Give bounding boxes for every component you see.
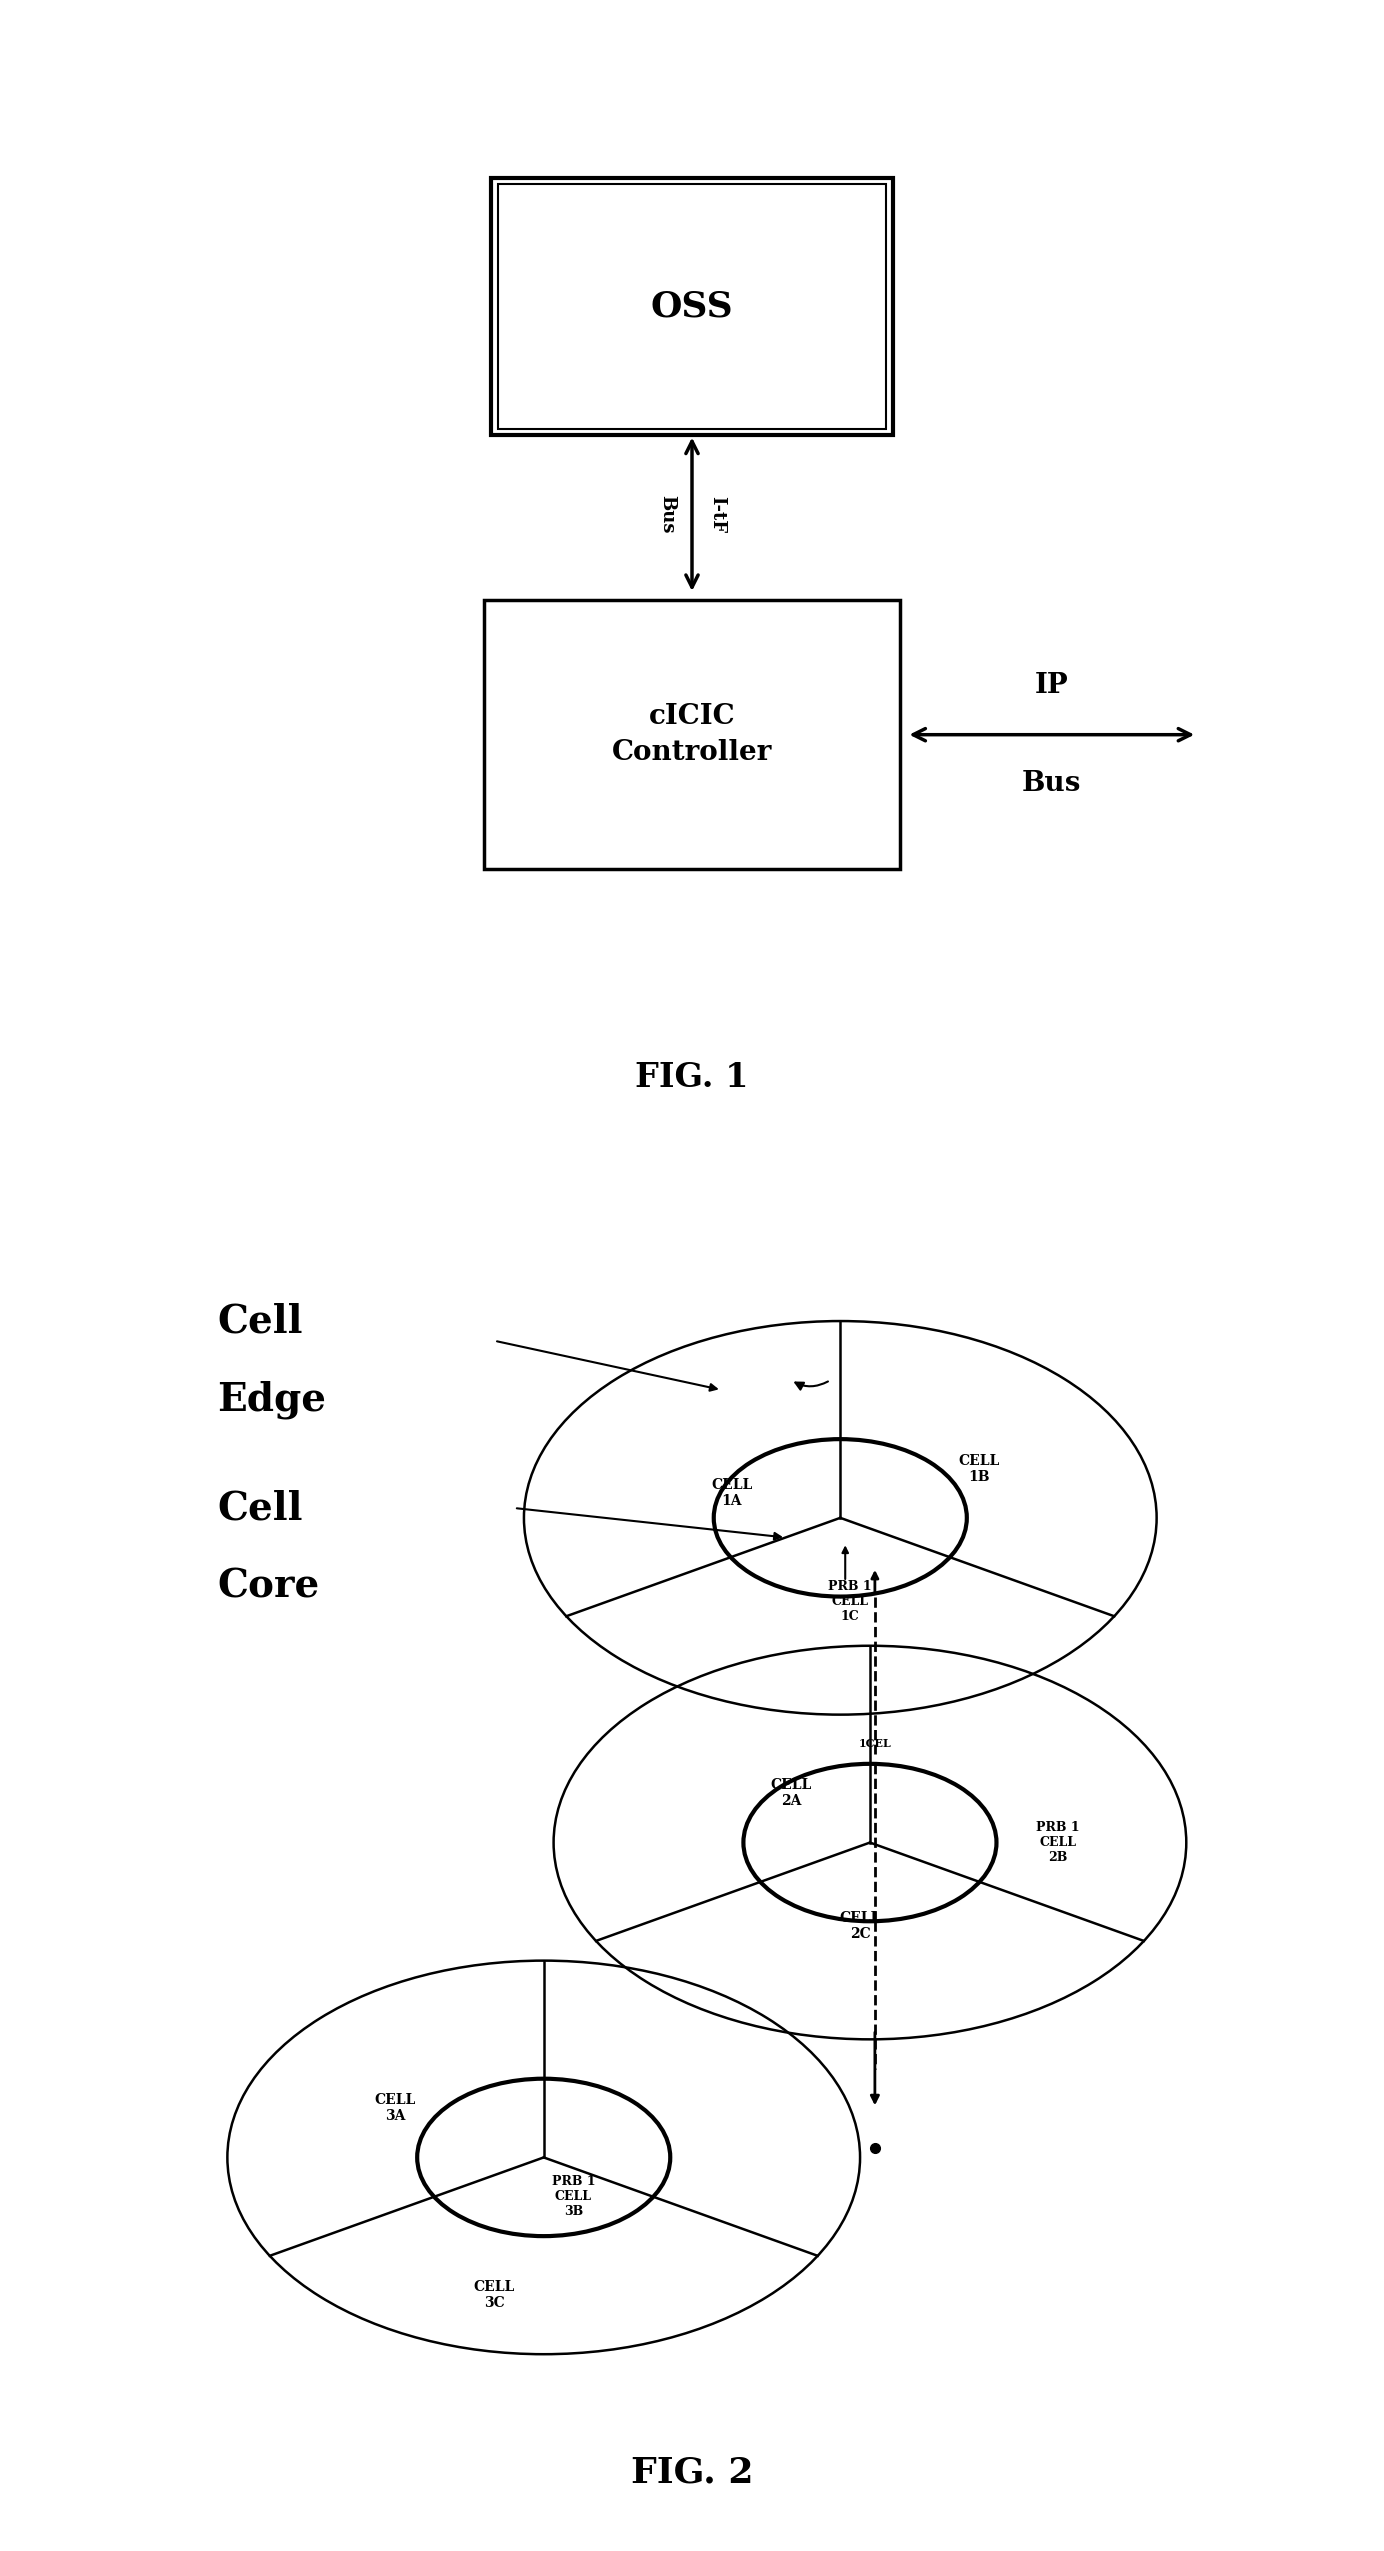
Text: IP: IP: [1035, 673, 1068, 699]
Text: cICIC
Controller: cICIC Controller: [612, 704, 772, 765]
Text: 1CEL: 1CEL: [858, 1737, 891, 1750]
Text: PRB 1
CELL
3B: PRB 1 CELL 3B: [552, 2176, 595, 2219]
Text: CELL
2A: CELL 2A: [771, 1778, 811, 1809]
Text: CELL
1A: CELL 1A: [711, 1477, 752, 1508]
Text: I-tF: I-tF: [707, 495, 727, 533]
Text: Cell: Cell: [217, 1301, 303, 1339]
Text: PRB 1
CELL
1C: PRB 1 CELL 1C: [829, 1579, 872, 1622]
Text: PRB 1
CELL
2B: PRB 1 CELL 2B: [1037, 1821, 1080, 1865]
Bar: [484, 599, 900, 870]
Text: CELL
1B: CELL 1B: [958, 1454, 999, 1485]
Bar: [498, 184, 886, 429]
Text: Bus: Bus: [1023, 770, 1081, 796]
Text: CELL
2C: CELL 2C: [840, 1911, 880, 1941]
Text: Edge: Edge: [217, 1380, 327, 1418]
Bar: [491, 179, 893, 434]
Text: CELL
3A: CELL 3A: [375, 2094, 417, 2122]
Text: Core: Core: [217, 1569, 320, 1605]
Text: OSS: OSS: [650, 288, 734, 324]
Text: CELL
3C: CELL 3C: [473, 2281, 515, 2311]
Text: Cell: Cell: [217, 1490, 303, 1528]
Text: FIG. 2: FIG. 2: [631, 2454, 753, 2490]
Text: Bus: Bus: [657, 495, 677, 533]
Text: FIG. 1: FIG. 1: [635, 1061, 749, 1094]
